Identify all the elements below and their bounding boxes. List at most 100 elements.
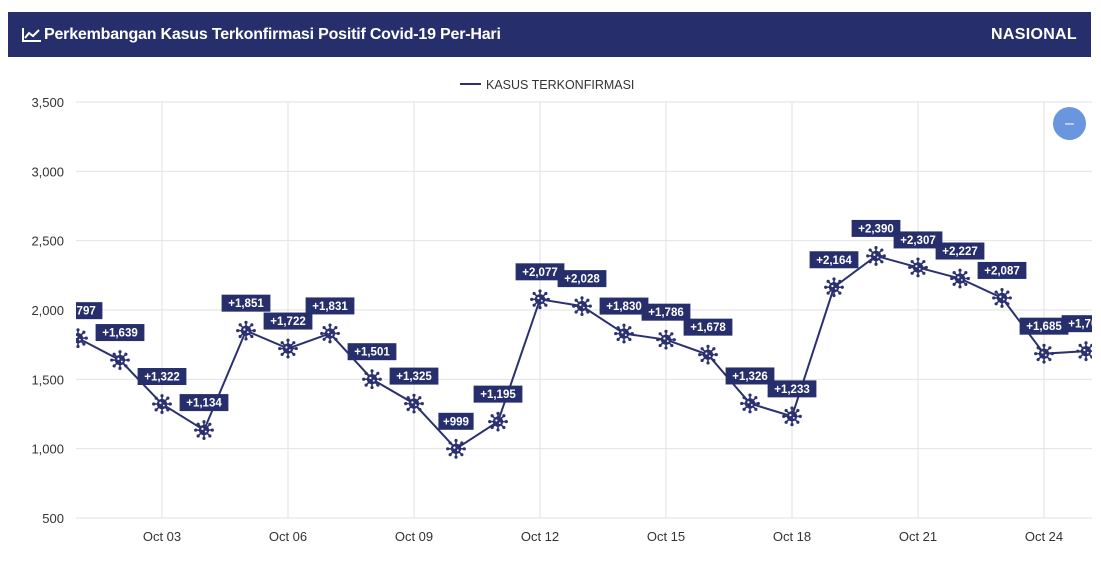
x-tick-label: Oct 03 bbox=[143, 529, 181, 544]
y-tick-label: 1,000 bbox=[31, 442, 64, 457]
virus-icon[interactable] bbox=[1034, 343, 1054, 364]
virus-icon[interactable] bbox=[110, 350, 130, 370]
x-tick-label: Oct 21 bbox=[899, 529, 937, 544]
data-label-text: +1,685 bbox=[1026, 321, 1062, 333]
y-tick-label: 500 bbox=[42, 511, 64, 526]
y-tick-label: 2,500 bbox=[31, 234, 64, 249]
data-label: +1,685 bbox=[1019, 317, 1069, 335]
data-label-text: +1,326 bbox=[732, 371, 768, 383]
data-label: +2,028 bbox=[557, 270, 607, 288]
data-label-text: +2,087 bbox=[984, 265, 1020, 277]
data-label: +2,087 bbox=[977, 261, 1027, 279]
data-label-text: +2,028 bbox=[564, 274, 600, 286]
data-label: +1,797 bbox=[60, 302, 103, 320]
virus-icon[interactable] bbox=[530, 289, 550, 310]
chart-title: Perkembangan Kasus Terkonfirmasi Positif… bbox=[44, 25, 501, 43]
virus-icon[interactable] bbox=[908, 257, 928, 278]
data-label: +1,703 bbox=[1061, 315, 1101, 333]
data-label: +2,227 bbox=[935, 242, 985, 260]
data-label-text: +1,678 bbox=[690, 322, 726, 334]
data-label-text: +2,307 bbox=[900, 235, 936, 247]
data-label: +1,134 bbox=[179, 394, 229, 412]
x-tick-label: Oct 09 bbox=[395, 529, 433, 544]
virus-icon[interactable] bbox=[194, 420, 214, 440]
data-label-text: +1,501 bbox=[354, 347, 390, 359]
chart-legend[interactable]: KASUS TERKONFIRMASI bbox=[460, 78, 634, 92]
data-label: +2,307 bbox=[893, 231, 943, 249]
data-label: +1,831 bbox=[305, 297, 355, 315]
data-label: +1,326 bbox=[725, 367, 775, 385]
data-label-text: +1,703 bbox=[1068, 319, 1101, 331]
virus-icon[interactable] bbox=[782, 406, 802, 427]
data-label-text: +1,325 bbox=[396, 371, 432, 383]
virus-icon[interactable] bbox=[614, 323, 634, 344]
virus-icon[interactable] bbox=[1076, 341, 1096, 362]
virus-icon[interactable] bbox=[446, 438, 466, 459]
plot-area: +1,797 +1,639 +1,322 +1,134 +1,851 +1,722 +1,8… bbox=[60, 219, 1101, 459]
line-chart-icon bbox=[22, 27, 41, 42]
virus-icon[interactable] bbox=[404, 393, 424, 414]
data-label: +1,325 bbox=[389, 367, 439, 385]
data-labels: +1,797 +1,639 +1,322 +1,134 +1,851 +1,722 +1,8… bbox=[60, 219, 1101, 430]
data-label-text: +2,227 bbox=[942, 246, 978, 258]
minus-icon: – bbox=[1065, 114, 1074, 132]
data-label-text: +1,786 bbox=[648, 307, 684, 319]
virus-icon[interactable] bbox=[236, 320, 256, 341]
data-label: +999 bbox=[438, 412, 474, 430]
legend-label[interactable]: KASUS TERKONFIRMASI bbox=[486, 78, 634, 92]
virus-icon[interactable] bbox=[824, 277, 844, 298]
line-chart: KASUS TERKONFIRMASI 3,500 3,000 2,500 2,000… bbox=[31, 78, 1101, 544]
data-label: +1,501 bbox=[347, 343, 397, 361]
series-markers bbox=[68, 246, 1096, 459]
data-label: +2,390 bbox=[851, 219, 901, 237]
virus-icon[interactable] bbox=[992, 288, 1012, 308]
virus-icon[interactable] bbox=[740, 393, 760, 414]
virus-icon[interactable] bbox=[656, 329, 676, 350]
data-label-text: +999 bbox=[443, 416, 469, 428]
y-tick-label: 2,000 bbox=[31, 303, 64, 318]
data-label: +1,830 bbox=[599, 297, 649, 315]
virus-icon[interactable] bbox=[866, 246, 886, 266]
virus-icon[interactable] bbox=[278, 338, 298, 359]
virus-icon[interactable] bbox=[488, 411, 508, 432]
virus-icon[interactable] bbox=[68, 328, 88, 349]
data-label-text: +1,851 bbox=[228, 298, 264, 310]
data-label-text: +1,195 bbox=[480, 389, 516, 401]
data-label-text: +1,830 bbox=[606, 301, 642, 313]
data-label-text: +1,639 bbox=[102, 328, 138, 340]
data-label-text: +1,797 bbox=[60, 306, 96, 318]
x-axis: Oct 03 Oct 06 Oct 09 Oct 12 Oct 15 Oct 18 Oct … bbox=[143, 529, 1063, 544]
data-label: +1,195 bbox=[473, 385, 523, 403]
data-label: +1,639 bbox=[95, 324, 145, 342]
chart-header: Perkembangan Kasus Terkonfirmasi Positif… bbox=[8, 12, 1091, 57]
data-label-text: +1,233 bbox=[774, 384, 810, 396]
data-label: +1,233 bbox=[767, 380, 817, 398]
virus-icon[interactable] bbox=[152, 394, 172, 414]
scope-label: NASIONAL bbox=[991, 25, 1077, 43]
data-label-text: +1,322 bbox=[144, 372, 180, 384]
data-label-text: +1,134 bbox=[186, 398, 222, 410]
x-tick-label: Oct 18 bbox=[773, 529, 811, 544]
x-tick-label: Oct 15 bbox=[647, 529, 685, 544]
header-title-group: Perkembangan Kasus Terkonfirmasi Positif… bbox=[22, 26, 501, 44]
data-label-text: +2,390 bbox=[858, 223, 894, 235]
x-tick-label: Oct 24 bbox=[1025, 529, 1063, 544]
zoom-out-button[interactable]: – bbox=[1053, 107, 1086, 140]
data-label: +2,164 bbox=[809, 251, 859, 269]
virus-icon[interactable] bbox=[320, 323, 340, 344]
data-label-text: +2,077 bbox=[522, 267, 558, 279]
data-label-text: +1,831 bbox=[312, 301, 348, 313]
x-tick-label: Oct 12 bbox=[521, 529, 559, 544]
y-tick-label: 3,000 bbox=[31, 164, 64, 179]
virus-icon[interactable] bbox=[572, 296, 592, 317]
virus-icon[interactable] bbox=[362, 369, 382, 390]
virus-icon[interactable] bbox=[698, 344, 718, 365]
data-label-text: +2,164 bbox=[816, 255, 852, 267]
data-label: +1,786 bbox=[641, 303, 691, 321]
data-label: +1,722 bbox=[263, 312, 313, 330]
data-label: +1,851 bbox=[221, 294, 271, 312]
y-tick-label: 3,500 bbox=[31, 95, 64, 110]
data-label: +2,077 bbox=[515, 263, 565, 281]
virus-icon[interactable] bbox=[950, 268, 970, 289]
data-label: +1,322 bbox=[137, 368, 187, 386]
